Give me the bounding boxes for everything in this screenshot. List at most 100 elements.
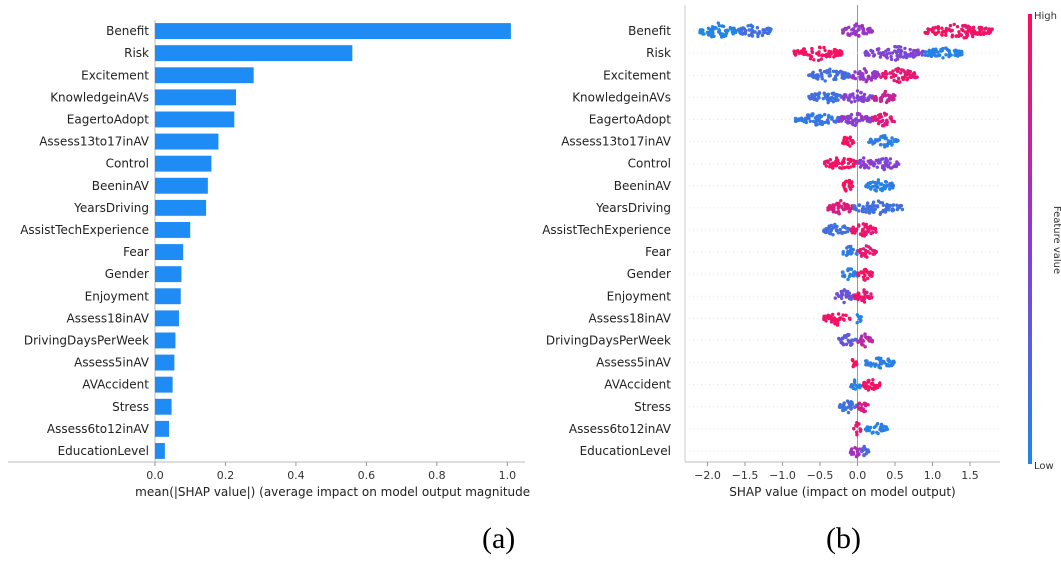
data-point: [910, 73, 914, 77]
data-point: [842, 160, 846, 165]
bar: [155, 310, 179, 327]
data-point: [822, 45, 826, 50]
category-label: EagertoAdopt: [67, 112, 149, 126]
data-point: [836, 71, 841, 75]
feature-label: Risk: [646, 46, 671, 60]
category-label: BeeninAV: [92, 179, 150, 193]
data-point: [858, 77, 862, 81]
data-point: [961, 28, 965, 33]
data-point: [878, 120, 882, 124]
data-point: [912, 71, 916, 75]
data-point: [865, 225, 869, 229]
data-point: [849, 248, 853, 252]
data-point: [872, 386, 877, 390]
data-point: [887, 208, 891, 212]
data-point: [851, 452, 856, 456]
data-point: [849, 406, 853, 410]
data-point: [838, 227, 842, 232]
data-point: [861, 343, 865, 347]
data-point: [842, 71, 846, 75]
x-tick-label: 1.0: [924, 469, 942, 482]
data-point: [885, 142, 889, 147]
data-point: [826, 206, 830, 210]
data-point: [955, 25, 960, 29]
data-point: [871, 116, 875, 121]
data-point: [854, 121, 859, 125]
feature-label: Gender: [627, 267, 671, 281]
data-point: [872, 161, 876, 165]
data-point: [877, 181, 881, 185]
data-point: [936, 27, 941, 31]
data-point: [865, 336, 869, 340]
data-point: [850, 122, 854, 126]
data-point: [853, 387, 858, 391]
data-point: [862, 453, 866, 458]
data-point: [981, 30, 986, 35]
data-point: [722, 34, 726, 38]
data-point: [885, 364, 889, 368]
data-point: [879, 210, 883, 215]
data-point: [817, 50, 821, 54]
data-point: [965, 32, 969, 36]
data-point: [911, 53, 915, 57]
data-point: [898, 203, 903, 208]
data-point: [810, 112, 815, 116]
data-point: [860, 251, 865, 256]
data-point: [854, 294, 859, 298]
data-point: [941, 46, 945, 51]
data-point: [899, 53, 903, 57]
data-point: [846, 268, 850, 273]
data-point: [794, 119, 799, 123]
data-point: [870, 50, 875, 55]
data-point: [891, 203, 895, 208]
data-point: [864, 222, 869, 227]
data-point: [860, 23, 864, 28]
data-point: [850, 402, 855, 407]
data-point: [857, 24, 861, 29]
data-point: [865, 255, 869, 259]
data-point: [725, 28, 729, 32]
data-point: [811, 70, 815, 75]
x-axis-label: mean(|SHAP value|) (average impact on mo…: [135, 485, 530, 499]
data-point: [861, 339, 865, 343]
data-point: [888, 161, 892, 165]
data-point: [855, 89, 860, 93]
x-tick-label: 1.5: [961, 469, 979, 482]
x-tick-label: −2.0: [694, 469, 721, 482]
data-point: [971, 32, 975, 36]
data-point: [923, 53, 928, 57]
data-point: [853, 231, 857, 235]
data-point: [857, 407, 861, 411]
data-point: [807, 95, 812, 100]
data-point: [841, 230, 845, 235]
data-point: [888, 157, 893, 161]
feature-label: DrivingDaysPerWeek: [546, 333, 671, 347]
data-point: [863, 345, 867, 349]
data-point: [855, 433, 859, 437]
x-tick-label: −0.5: [807, 469, 834, 482]
data-point: [864, 248, 868, 253]
data-point: [845, 136, 849, 140]
data-point: [702, 32, 706, 36]
data-point: [899, 71, 903, 75]
data-point: [807, 73, 811, 78]
x-tick-label: 0.0: [849, 469, 867, 482]
data-point: [841, 313, 845, 317]
data-point: [847, 296, 852, 301]
data-point: [883, 93, 888, 98]
data-point: [825, 71, 829, 75]
data-point: [888, 187, 892, 191]
data-point: [876, 185, 880, 189]
data-point: [874, 230, 878, 234]
x-axis-label: SHAP value (impact on model output): [729, 485, 956, 499]
data-point: [881, 157, 885, 161]
data-point: [868, 158, 873, 163]
data-point: [899, 45, 903, 49]
data-point: [876, 383, 881, 388]
data-point: [878, 143, 883, 147]
data-point: [855, 321, 859, 325]
bar: [155, 398, 172, 415]
data-point: [861, 31, 865, 35]
data-point: [837, 211, 841, 216]
feature-label: AVAccident: [604, 378, 671, 392]
